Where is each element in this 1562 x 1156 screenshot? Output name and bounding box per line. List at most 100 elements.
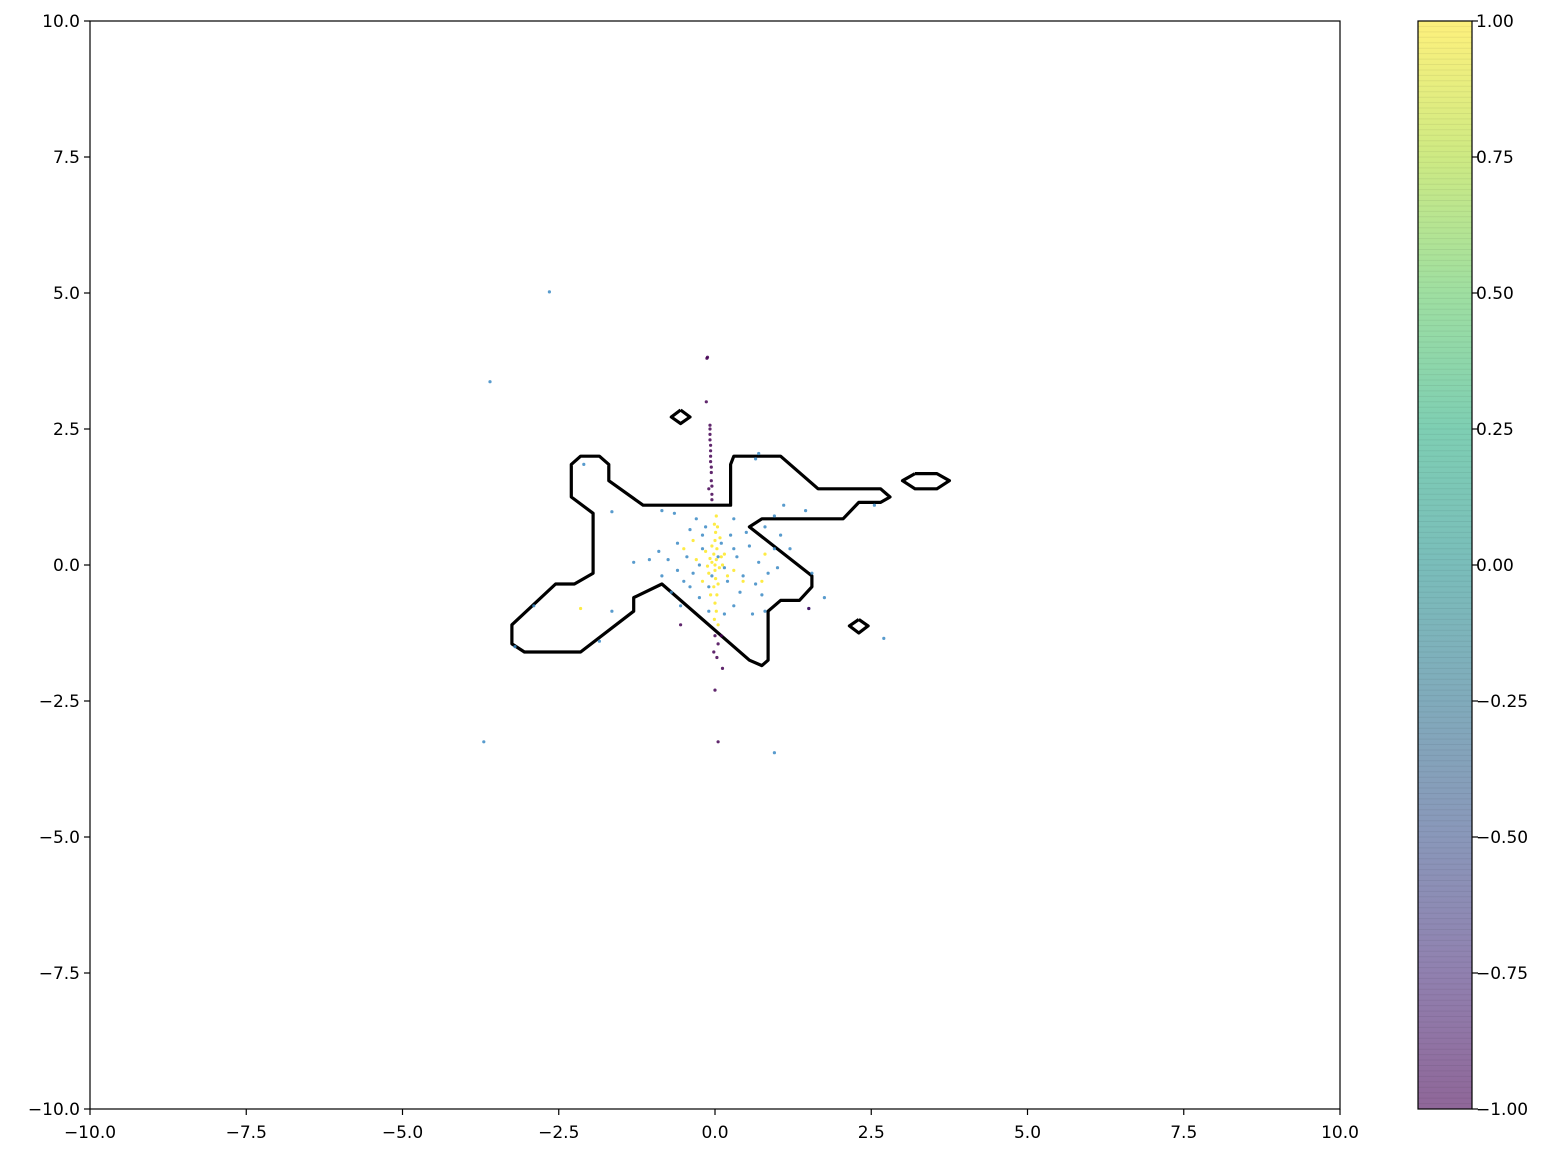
colorbar-tick-label: −0.50 [1476, 828, 1528, 848]
decision-boundary-contours [510, 408, 952, 668]
scatter-point [709, 460, 713, 464]
scatter-point [709, 443, 713, 447]
scatter-point [669, 590, 673, 594]
scatter-point [715, 525, 720, 529]
colorbar-tick-label: 0.50 [1476, 284, 1514, 304]
scatter-point [760, 593, 764, 597]
scatter-point [741, 579, 745, 583]
scatter-point [707, 487, 711, 491]
colorbar: −1.00 −0.75 −0.50 −0.25 0.00 0.25 0.50 0.75 1.00 [1417, 12, 1528, 1120]
scatter-point [750, 612, 755, 616]
x-tick-label: −7.5 [226, 1123, 267, 1143]
scatter-point [708, 423, 712, 427]
scatter-point [725, 579, 730, 583]
scatter-point [709, 479, 713, 483]
series-label-0 [482, 290, 886, 755]
scatter-point [729, 533, 733, 537]
scatter-point [532, 604, 536, 608]
scatter-point [710, 498, 714, 502]
scatter-point [710, 560, 714, 564]
scatter-point [710, 484, 714, 488]
scatter-point [709, 449, 713, 453]
scatter-point [716, 623, 720, 627]
scatter-point [775, 566, 780, 570]
series-label--1 [679, 355, 811, 744]
scatter-point [647, 558, 652, 562]
y-tick-label: −5.0 [39, 828, 80, 848]
scatter-point [675, 541, 680, 545]
x-tick-label: −2.5 [538, 1123, 579, 1143]
scatter-point [488, 380, 492, 384]
scatter-point [722, 566, 727, 570]
scatter-point [691, 538, 695, 543]
scatter-point [710, 574, 714, 578]
scatter-point [660, 509, 664, 513]
scatter-point [732, 547, 736, 551]
series-label-1 [579, 514, 767, 627]
scatter-point [712, 552, 716, 556]
scatter-point [688, 585, 692, 589]
scatter-point [709, 593, 713, 597]
scatter-point [882, 636, 886, 641]
scatter-point [708, 556, 712, 561]
scatter-point [704, 525, 708, 529]
colorbar-tick-label: −0.25 [1476, 692, 1528, 712]
y-tick-label: 2.5 [53, 420, 80, 440]
scatter-point [707, 571, 711, 575]
scatter-point [715, 593, 719, 597]
scatter-point [763, 609, 767, 613]
colorbar-band-lines [1418, 25, 1472, 1105]
scatter-point [714, 514, 718, 518]
scatter-point [720, 563, 725, 567]
colorbar-tick-label: 0.25 [1476, 420, 1514, 440]
scatter-point [705, 356, 709, 360]
contour-line-3 [900, 472, 952, 491]
scatter-point [704, 549, 708, 554]
scatter-point [666, 558, 670, 562]
scatter-point [694, 517, 698, 521]
scatter-point [720, 666, 725, 671]
contour-line-1 [510, 454, 892, 668]
scatter-point [754, 582, 758, 586]
scatter-point [700, 533, 705, 537]
scatter-point [719, 634, 723, 638]
scatter-point [760, 579, 764, 583]
scatter-point [579, 606, 583, 611]
scatter-point [763, 552, 767, 556]
scatter-point [708, 432, 712, 436]
scatter-point [719, 541, 723, 545]
y-tick-label: −2.5 [39, 692, 80, 712]
scatter-point [744, 530, 748, 535]
scatter-point [660, 574, 664, 578]
scatter-point [757, 451, 761, 456]
scatter-point [709, 470, 713, 475]
scatter-point [705, 564, 710, 568]
scatter-point [714, 558, 718, 562]
scatter-point [788, 547, 792, 551]
scatter-point [710, 544, 714, 548]
y-tick-label: −10.0 [28, 1100, 80, 1120]
scatter-point [691, 571, 695, 575]
scatter-point [732, 604, 736, 608]
scatter-point [712, 585, 716, 589]
scatter-point [712, 617, 717, 622]
y-tick-label: 7.5 [53, 148, 80, 168]
scatter-point [707, 585, 711, 589]
scatter-point [716, 740, 720, 744]
scatter-point [547, 290, 552, 294]
scatter-point [716, 642, 720, 646]
scatter-point [688, 528, 692, 532]
scatter-point [757, 560, 761, 564]
y-tick-label: −7.5 [39, 964, 80, 984]
scatter-point [632, 560, 636, 564]
scatter-point [713, 563, 717, 567]
colorbar-tick-label: 0.75 [1476, 148, 1514, 168]
scatter-point [713, 568, 717, 573]
y-tick-label: 10.0 [42, 12, 80, 32]
scatter-point [708, 427, 712, 431]
scatter-point [709, 454, 713, 458]
scatter-point [697, 596, 702, 600]
scatter-point [700, 579, 705, 583]
x-axis: −10.0 −7.5 −5.0 −2.5 0.0 2.5 5.0 7.5 10.0 [64, 1109, 1359, 1143]
scatter-point [772, 547, 777, 551]
